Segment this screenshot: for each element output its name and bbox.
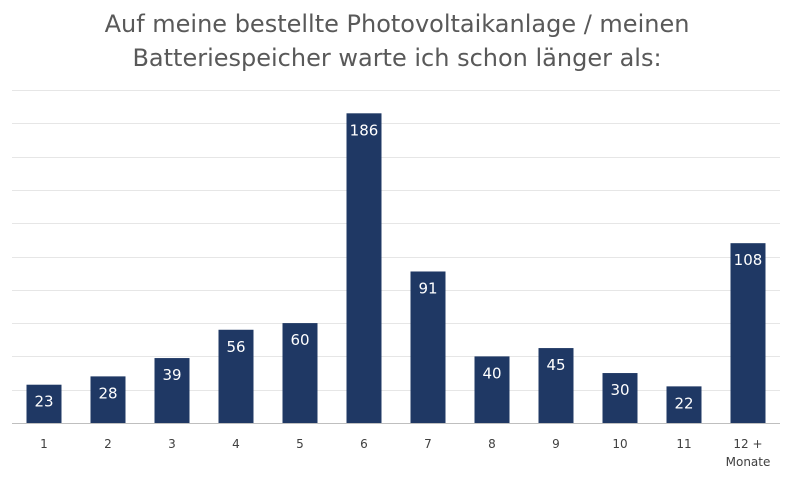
x-tick-label: 9 [552,437,560,451]
bar [410,271,446,423]
bar [666,386,702,423]
bar [538,348,574,423]
x-tick-label: 10 [612,437,627,451]
x-tick-label: 4 [232,437,240,451]
x-tick-label: 2 [104,437,112,451]
x-tick-label: 12 + [733,437,762,451]
x-tick-label: 3 [168,437,176,451]
x-tick-label: 7 [424,437,432,451]
bar [154,358,190,423]
x-tick-label: Monate [726,455,771,469]
x-tick-label: 1 [40,437,48,451]
bar [602,373,638,423]
bar [26,384,62,423]
data-label: 186 [350,121,379,139]
data-label: 28 [98,384,117,402]
x-tick-label: 8 [488,437,496,451]
x-tick-label: 11 [676,437,691,451]
data-label: 45 [546,356,565,374]
data-label: 39 [162,366,181,384]
bar [346,113,382,423]
chart-title-line-1: Auf meine bestellte Photovoltaikanlage /… [104,10,690,38]
bar [474,356,510,423]
bar [218,329,254,423]
data-label: 60 [290,331,309,349]
data-label: 23 [34,393,53,411]
data-label: 56 [226,338,245,356]
bar [282,323,318,423]
bar [730,243,766,423]
data-label: 40 [482,364,501,382]
data-label: 91 [418,279,437,297]
x-tick-label: 6 [360,437,368,451]
data-label: 22 [674,394,693,412]
chart-title-line-2: Batteriespeicher warte ich schon länger … [132,44,662,72]
data-label: 108 [734,251,763,269]
data-label: 30 [610,381,629,399]
x-tick-label: 5 [296,437,304,451]
bar [90,376,126,423]
